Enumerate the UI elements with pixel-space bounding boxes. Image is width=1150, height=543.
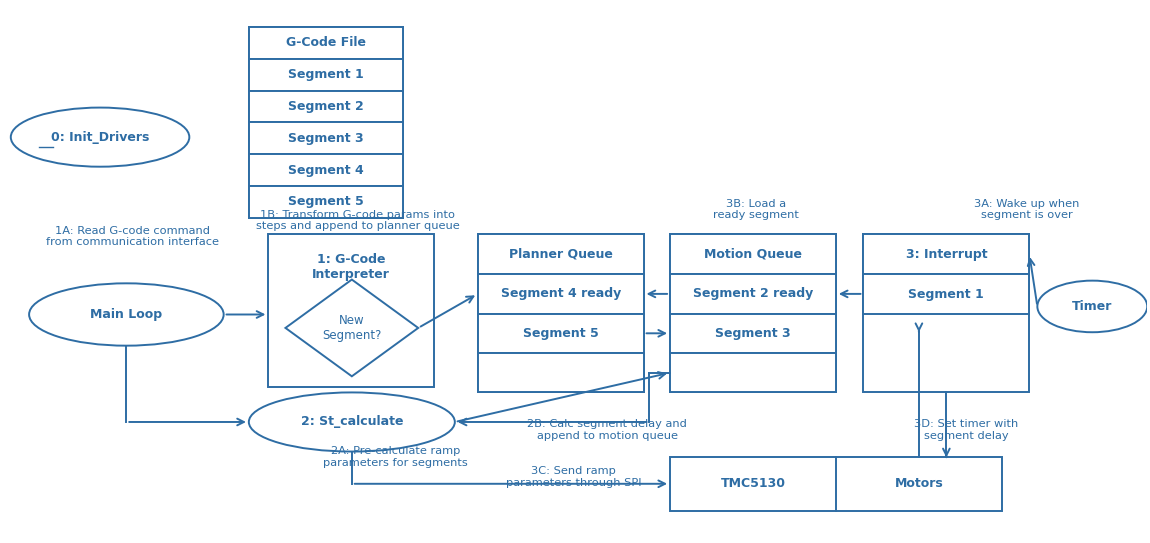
FancyBboxPatch shape <box>670 457 1002 510</box>
Text: 3A: Wake up when
segment is over: 3A: Wake up when segment is over <box>974 199 1080 220</box>
Text: Segment 4 ready: Segment 4 ready <box>500 287 621 300</box>
Ellipse shape <box>29 283 223 346</box>
FancyBboxPatch shape <box>670 353 836 393</box>
FancyBboxPatch shape <box>248 27 404 218</box>
FancyBboxPatch shape <box>248 122 404 154</box>
Text: Segment 2: Segment 2 <box>289 100 363 113</box>
Text: 3: Interrupt: 3: Interrupt <box>905 248 987 261</box>
Text: 3B: Load a
ready segment: 3B: Load a ready segment <box>713 199 799 220</box>
Text: Segment 1: Segment 1 <box>289 68 363 81</box>
FancyBboxPatch shape <box>864 274 1029 314</box>
Text: Timer: Timer <box>1072 300 1112 313</box>
FancyBboxPatch shape <box>248 154 404 186</box>
Ellipse shape <box>248 393 455 452</box>
Text: 0: Init_Drivers: 0: Init_Drivers <box>51 131 150 144</box>
FancyBboxPatch shape <box>864 234 1029 393</box>
Text: Segment 5: Segment 5 <box>289 195 363 209</box>
FancyBboxPatch shape <box>670 234 836 393</box>
Text: TMC5130: TMC5130 <box>720 477 785 490</box>
FancyBboxPatch shape <box>248 91 404 122</box>
Text: 1A: Read G-code command
from communication interface: 1A: Read G-code command from communicati… <box>46 226 220 248</box>
FancyBboxPatch shape <box>670 234 836 274</box>
Text: Segment 3: Segment 3 <box>289 132 363 145</box>
Text: Motors: Motors <box>895 477 943 490</box>
Text: 1B: Transform G-code params into
steps and append to planner queue: 1B: Transform G-code params into steps a… <box>255 210 460 231</box>
Text: 2: St_calculate: 2: St_calculate <box>300 415 404 428</box>
Text: Segment 2 ready: Segment 2 ready <box>692 287 813 300</box>
FancyBboxPatch shape <box>477 274 644 314</box>
FancyBboxPatch shape <box>268 234 435 387</box>
Ellipse shape <box>1037 281 1148 332</box>
Text: Segment 5: Segment 5 <box>523 327 598 340</box>
FancyBboxPatch shape <box>670 314 836 353</box>
Text: Planner Queue: Planner Queue <box>508 248 613 261</box>
Text: 3C: Send ramp
parameters through SPI: 3C: Send ramp parameters through SPI <box>506 466 642 488</box>
FancyBboxPatch shape <box>248 186 404 218</box>
FancyBboxPatch shape <box>248 59 404 91</box>
Text: Segment 3: Segment 3 <box>715 327 791 340</box>
Ellipse shape <box>10 108 190 167</box>
FancyBboxPatch shape <box>477 234 644 274</box>
Text: Motion Queue: Motion Queue <box>704 248 802 261</box>
Text: 1: G-Code
Interpreter: 1: G-Code Interpreter <box>313 252 390 281</box>
Text: New
Segment?: New Segment? <box>322 314 382 342</box>
FancyBboxPatch shape <box>477 234 644 393</box>
Text: 2A: Pre-calculate ramp
parameters for segments: 2A: Pre-calculate ramp parameters for se… <box>323 446 468 468</box>
FancyBboxPatch shape <box>477 314 644 353</box>
Text: G-Code File: G-Code File <box>286 36 366 49</box>
FancyBboxPatch shape <box>477 353 644 393</box>
Text: 3D: Set timer with
segment delay: 3D: Set timer with segment delay <box>914 419 1019 441</box>
FancyBboxPatch shape <box>248 27 404 59</box>
Text: 2B: Calc segment delay and
append to motion queue: 2B: Calc segment delay and append to mot… <box>527 419 687 441</box>
Text: Main Loop: Main Loop <box>91 308 162 321</box>
Text: Segment 4: Segment 4 <box>289 163 363 176</box>
Text: Segment 1: Segment 1 <box>908 288 984 301</box>
FancyBboxPatch shape <box>864 234 1029 274</box>
Polygon shape <box>285 280 419 376</box>
FancyBboxPatch shape <box>670 274 836 314</box>
